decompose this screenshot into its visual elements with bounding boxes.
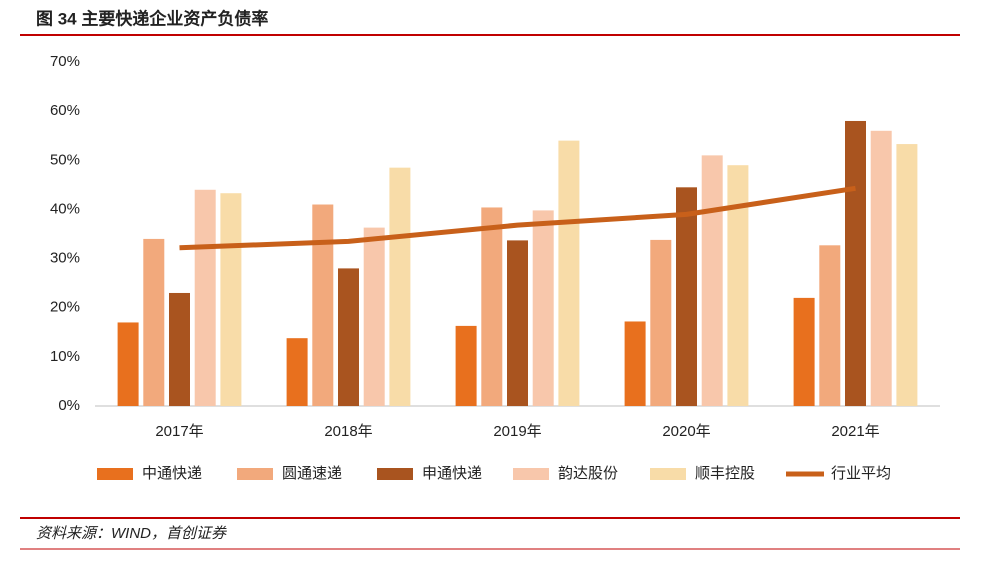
x-tick-label: 2018年: [324, 423, 372, 440]
bar: [455, 325, 477, 406]
y-tick-label: 0%: [58, 397, 80, 414]
legend-label: 韵达股份: [558, 465, 618, 482]
bar: [338, 268, 359, 406]
y-tick-label: 20%: [50, 299, 80, 316]
bar: [481, 207, 503, 406]
y-tick-label: 60%: [50, 102, 80, 119]
legend-label: 行业平均: [831, 465, 891, 482]
bar: [793, 297, 815, 406]
y-tick-label: 70%: [50, 53, 80, 70]
legend-label: 圆通速递: [282, 465, 342, 482]
bar: [624, 321, 646, 406]
bar: [896, 144, 918, 406]
x-tick-label: 2021年: [831, 423, 879, 440]
bar: [701, 155, 723, 406]
legend-label: 中通快递: [142, 465, 202, 482]
bar: [650, 239, 672, 406]
legend-label: 申通快递: [422, 465, 482, 482]
y-tick-label: 50%: [50, 151, 80, 168]
bar: [389, 167, 411, 406]
bar: [169, 292, 190, 406]
bar: [194, 189, 216, 406]
x-tick-label: 2019年: [493, 423, 541, 440]
bar: [676, 187, 697, 406]
bar: [727, 165, 749, 406]
bar: [507, 240, 528, 406]
legend-swatch: [650, 468, 686, 480]
bar: [143, 238, 165, 406]
bar: [558, 140, 580, 406]
chart-title: 图 34 主要快递企业资产负债率: [36, 8, 268, 28]
y-tick-label: 40%: [50, 200, 80, 217]
source: 资料来源：WIND，首创证券: [36, 525, 227, 542]
legend-swatch: [377, 468, 413, 480]
bar: [312, 204, 334, 406]
bar: [845, 120, 866, 406]
bar: [870, 130, 892, 407]
bar: [819, 245, 841, 406]
x-tick-label: 2017年: [155, 423, 203, 440]
bar: [286, 338, 308, 406]
legend-swatch: [513, 468, 549, 480]
bar: [363, 227, 385, 406]
legend-swatch: [237, 468, 273, 480]
legend-swatch: [97, 468, 133, 480]
bar: [220, 193, 242, 406]
bar: [117, 322, 139, 406]
legend-label: 顺丰控股: [695, 465, 755, 482]
y-tick-label: 30%: [50, 250, 80, 267]
x-tick-label: 2020年: [662, 423, 710, 440]
line: [179, 185, 856, 251]
y-tick-label: 10%: [50, 348, 80, 365]
bar: [532, 210, 554, 406]
